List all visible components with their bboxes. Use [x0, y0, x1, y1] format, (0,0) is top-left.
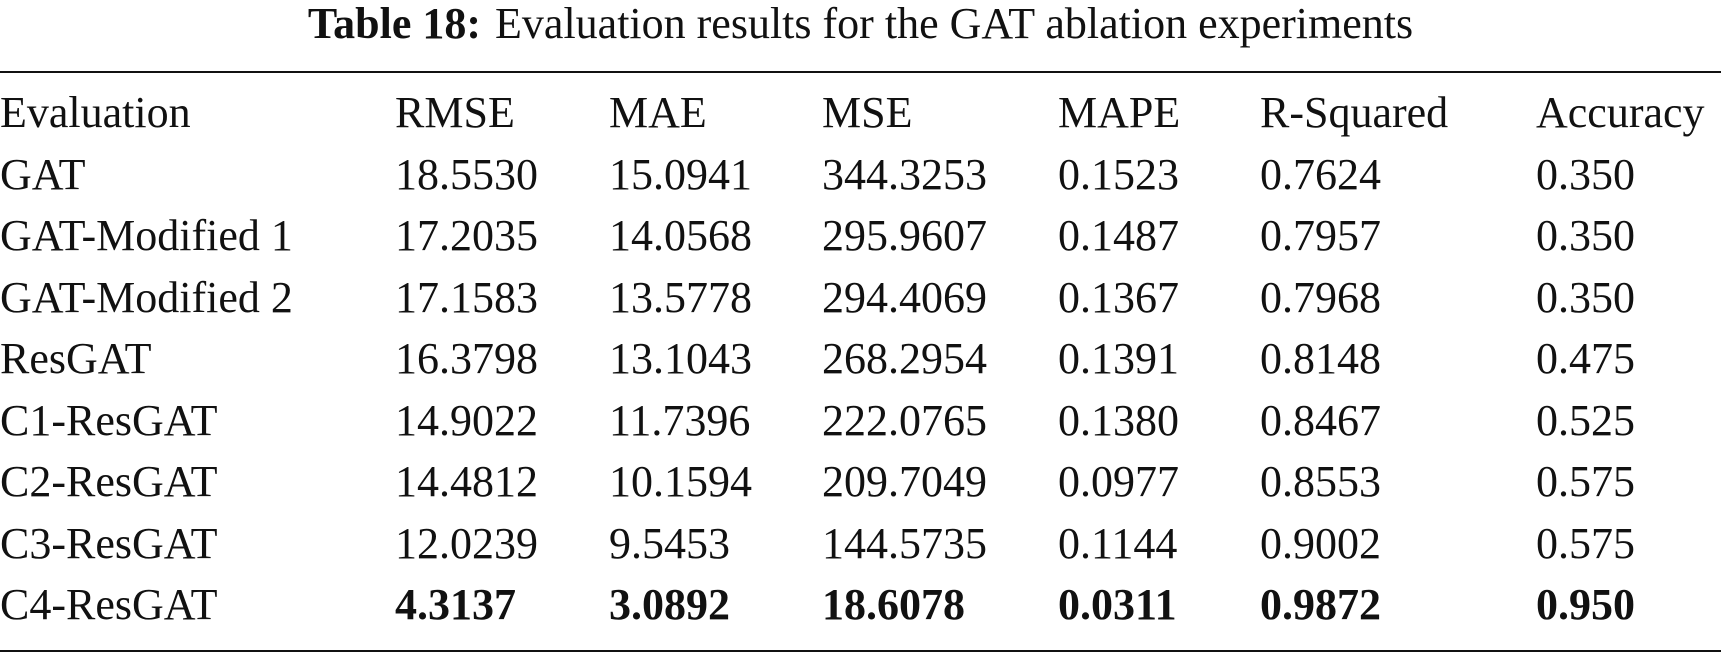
cell-r-squared: 0.7624: [1260, 149, 1381, 199]
cell-r-squared: 0.8148: [1260, 334, 1381, 384]
table-row: C3-ResGAT 12.0239 9.5453 144.5735 0.1144 0.90…: [0, 513, 1721, 575]
cell-mape: 0.1523: [1058, 149, 1179, 199]
cell-mae: 9.5453: [609, 518, 730, 568]
table-row: GAT-Modified 1 17.2035 14.0568 295.9607 0.14…: [0, 206, 1721, 268]
header-mape: MAPE: [1058, 88, 1181, 137]
table-row: GAT-Modified 2 17.1583 13.5778 294.4069 0.13…: [0, 267, 1721, 329]
header-r-squared: R-Squared: [1260, 88, 1449, 137]
row-label: C1-ResGAT: [0, 395, 218, 445]
table-row: C1-ResGAT 14.9022 11.7396 222.0765 0.1380 0.8…: [0, 390, 1721, 452]
caption-text: Evaluation results for the GAT ablation …: [495, 0, 1414, 48]
cell-accuracy: 0.350: [1536, 272, 1635, 322]
cell-mape: 0.1144: [1058, 518, 1178, 568]
cell-mse: 268.2954: [822, 334, 987, 384]
top-rule: [0, 71, 1721, 73]
header-mse: MSE: [822, 88, 913, 137]
header-mae: MAE: [609, 88, 707, 137]
cell-r-squared: 0.7968: [1260, 272, 1381, 322]
cell-mape: 0.1487: [1058, 211, 1179, 261]
row-label: GAT-Modified 2: [0, 272, 293, 322]
header-accuracy: Accuracy: [1536, 88, 1705, 137]
table-body: GAT 18.5530 15.0941 344.3253 0.1523 0.7624 0.3…: [0, 144, 1721, 636]
cell-accuracy: 0.475: [1536, 334, 1635, 384]
table-caption: Table 18: Evaluation results for the GAT …: [0, 0, 1721, 48]
row-label: ResGAT: [0, 334, 152, 384]
cell-rmse: 18.5530: [395, 149, 538, 199]
cell-mape: 0.0311: [1058, 580, 1177, 630]
row-label: C2-ResGAT: [0, 457, 218, 507]
cell-rmse: 17.1583: [395, 272, 538, 322]
cell-accuracy: 0.525: [1536, 395, 1635, 445]
cell-mse: 209.7049: [822, 457, 987, 507]
header-evaluation: Evaluation: [0, 88, 191, 137]
cell-mae: 3.0892: [609, 580, 730, 630]
cell-mse: 295.9607: [822, 211, 987, 261]
cell-mae: 11.7396: [609, 395, 751, 445]
cell-mape: 0.0977: [1058, 457, 1179, 507]
cell-rmse: 16.3798: [395, 334, 538, 384]
cell-rmse: 17.2035: [395, 211, 538, 261]
bottom-rule: [0, 650, 1721, 652]
cell-r-squared: 0.9002: [1260, 518, 1381, 568]
cell-r-squared: 0.8553: [1260, 457, 1381, 507]
table-row: C4-ResGAT 4.3137 3.0892 18.6078 0.0311 0.9872…: [0, 575, 1721, 637]
cell-mae: 13.5778: [609, 272, 752, 322]
cell-rmse: 14.4812: [395, 457, 538, 507]
results-table: Evaluation RMSE MAE MSE MAPE R-Squared A…: [0, 82, 1721, 636]
cell-mape: 0.1367: [1058, 272, 1179, 322]
table-row: ResGAT 16.3798 13.1043 268.2954 0.1391 0.8148…: [0, 329, 1721, 391]
cell-accuracy: 0.950: [1536, 580, 1635, 630]
cell-mse: 18.6078: [822, 580, 965, 630]
cell-mse: 144.5735: [822, 518, 987, 568]
cell-rmse: 4.3137: [395, 580, 516, 630]
row-label: GAT-Modified 1: [0, 211, 293, 261]
cell-mse: 294.4069: [822, 272, 987, 322]
cell-rmse: 14.9022: [395, 395, 538, 445]
cell-mse: 344.3253: [822, 149, 987, 199]
header-rmse: RMSE: [395, 88, 515, 137]
caption-label: Table 18:: [307, 0, 482, 48]
cell-mae: 14.0568: [609, 211, 752, 261]
table-row: C2-ResGAT 14.4812 10.1594 209.7049 0.0977 0.8…: [0, 452, 1721, 514]
cell-accuracy: 0.575: [1536, 457, 1635, 507]
cell-r-squared: 0.7957: [1260, 211, 1381, 261]
cell-r-squared: 0.9872: [1260, 580, 1381, 630]
cell-r-squared: 0.8467: [1260, 395, 1381, 445]
header-row: Evaluation RMSE MAE MSE MAPE R-Squared A…: [0, 82, 1721, 144]
cell-mae: 10.1594: [609, 457, 752, 507]
cell-accuracy: 0.575: [1536, 518, 1635, 568]
cell-accuracy: 0.350: [1536, 149, 1635, 199]
cell-mae: 15.0941: [609, 149, 752, 199]
cell-mse: 222.0765: [822, 395, 987, 445]
table-row: GAT 18.5530 15.0941 344.3253 0.1523 0.7624 0.3…: [0, 144, 1721, 206]
row-label: C4-ResGAT: [0, 580, 218, 630]
cell-accuracy: 0.350: [1536, 211, 1635, 261]
row-label: GAT: [0, 149, 86, 199]
cell-mape: 0.1380: [1058, 395, 1179, 445]
row-label: C3-ResGAT: [0, 518, 218, 568]
cell-mape: 0.1391: [1058, 334, 1179, 384]
cell-mae: 13.1043: [609, 334, 752, 384]
cell-rmse: 12.0239: [395, 518, 538, 568]
